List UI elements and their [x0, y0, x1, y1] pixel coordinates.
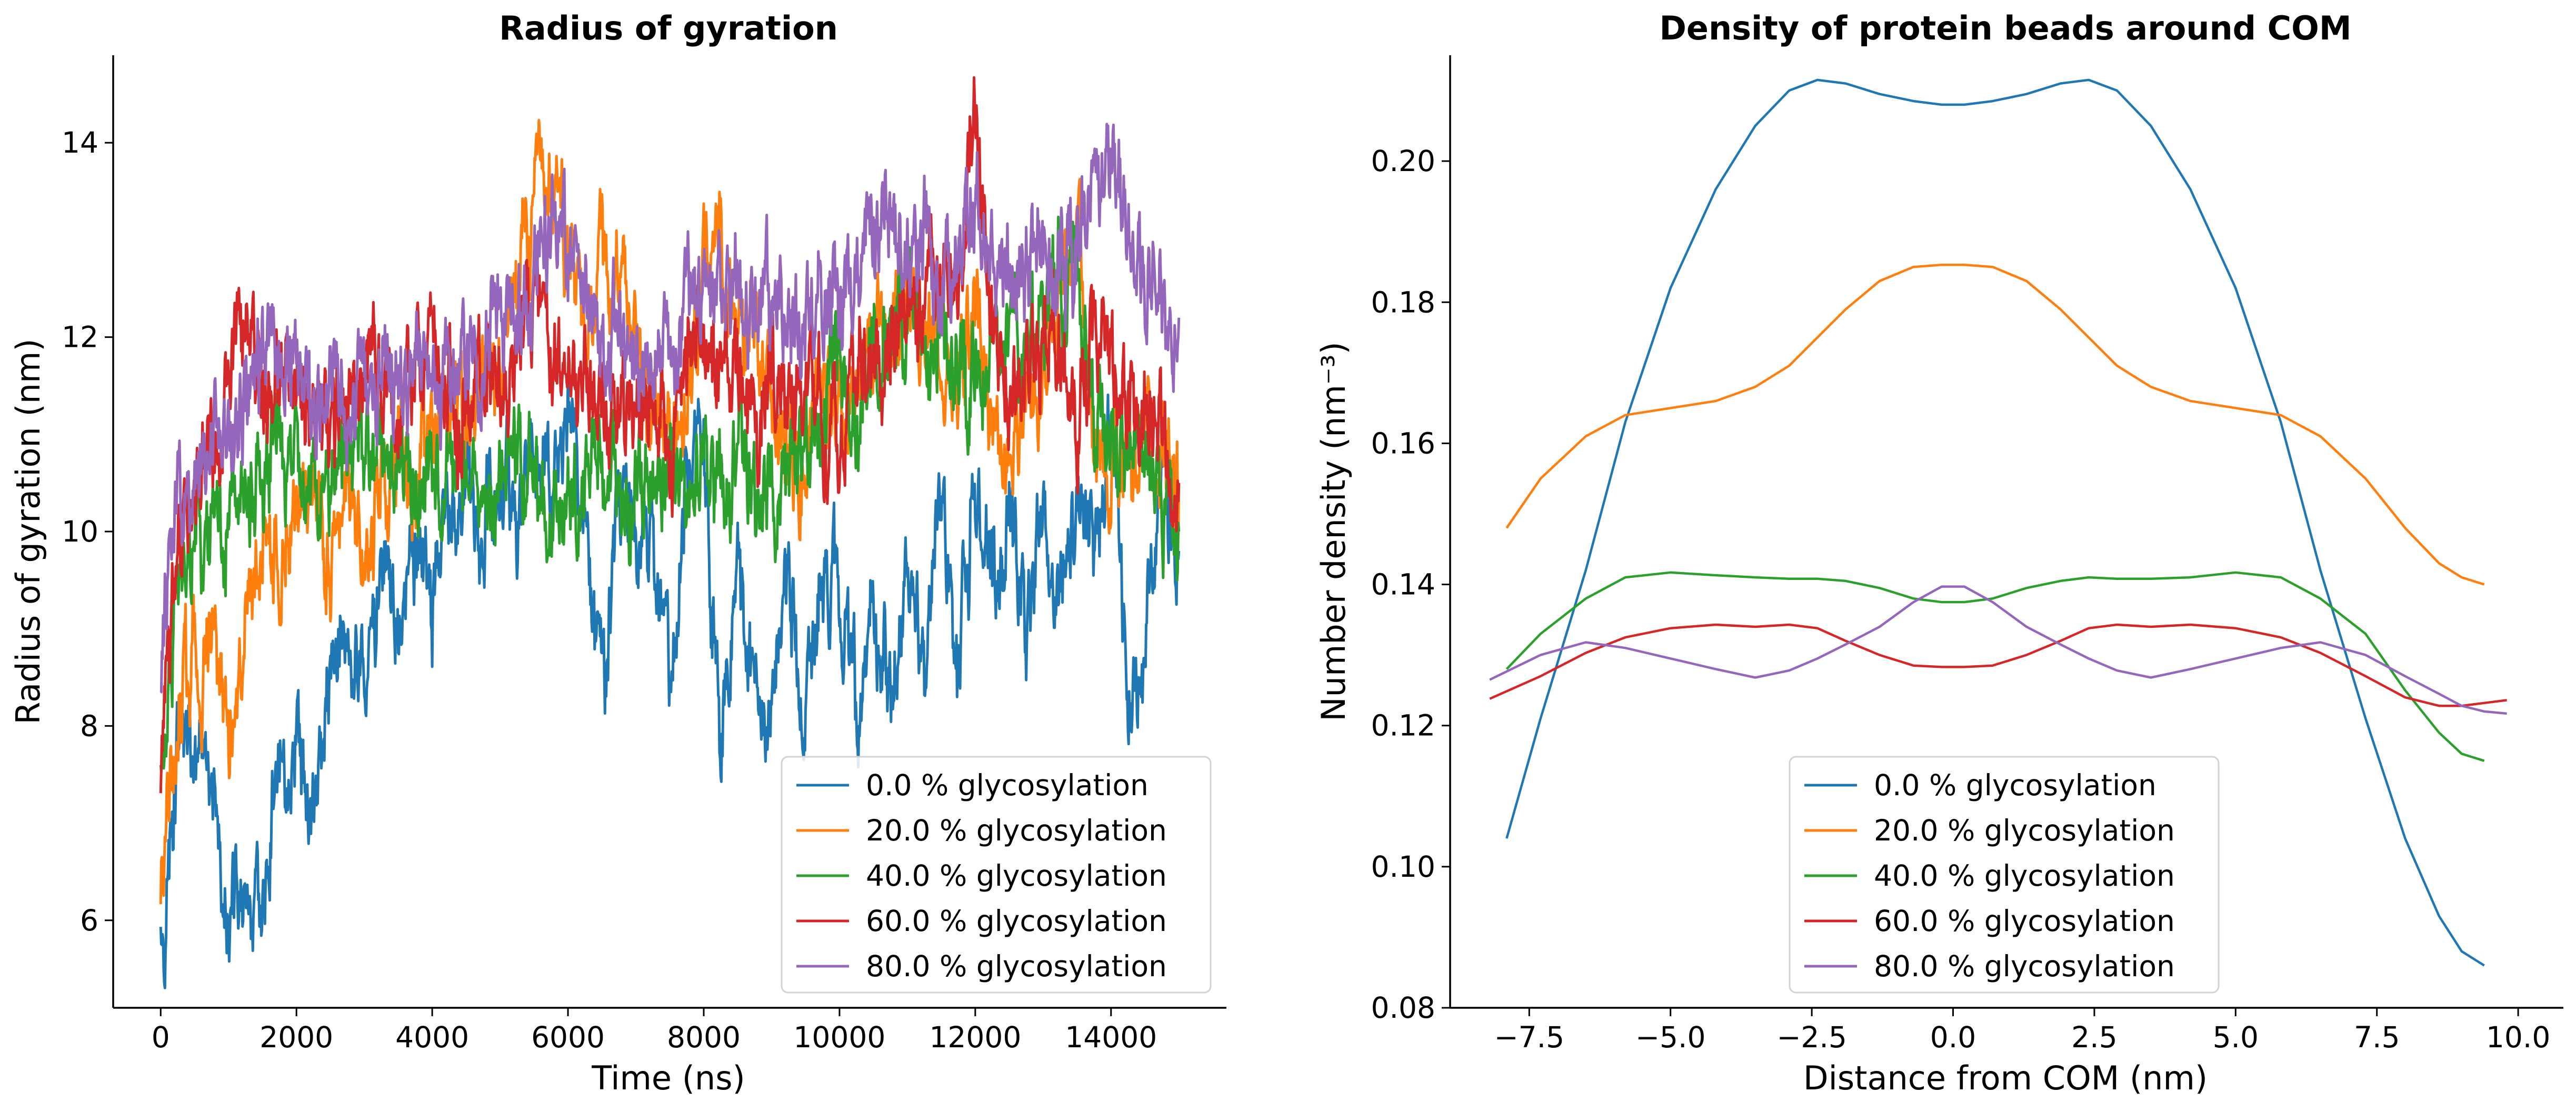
series-line [1505, 78, 2485, 967]
x-tick-label: 5.0 [2213, 1020, 2259, 1054]
series-line [1489, 585, 2507, 715]
legend-box [1789, 756, 2220, 994]
x-ticks: −7.5 −5.0 −2.5 0.0 2.5 5.0 7.5 10.0 [1494, 1008, 2550, 1054]
series-line [1505, 263, 2485, 586]
x-tick-label: −5.0 [1635, 1020, 1706, 1054]
series-line [1489, 623, 2507, 707]
x-tick-label: 4000 [395, 1020, 469, 1054]
y-ticks: 0.08 0.10 0.12 0.14 0.16 0.18 0.20 [1371, 144, 1450, 1025]
x-tick-label: 0.0 [1930, 1020, 1976, 1054]
chart-density-protein-beads: Density of protein beads around COM −7.5… [1314, 9, 2563, 1097]
legend-label: 0.0 % glycosylation [866, 768, 1149, 802]
y-tick-label: 0.10 [1371, 850, 1435, 884]
series-line [159, 374, 1181, 989]
y-axis-label: Number density (nm⁻³) [1314, 342, 1353, 721]
series-group [159, 76, 1181, 989]
series-line [1505, 571, 2485, 762]
y-tick-label: 8 [80, 709, 98, 743]
chart-radius-of-gyration: Radius of gyration 0 2000 4000 6000 8000 1000… [9, 9, 1226, 1097]
legend-label: 80.0 % glycosylation [1874, 949, 2175, 983]
y-tick-label: 0.14 [1371, 568, 1435, 602]
legend: 0.0 % glycosylation 20.0 % glycosylation 4… [781, 756, 1212, 994]
x-tick-label: 0 [152, 1020, 170, 1054]
y-tick-label: 10 [62, 515, 98, 548]
x-axis-label: Time (ns) [591, 1059, 745, 1097]
legend-label: 20.0 % glycosylation [1874, 814, 2175, 847]
legend-label: 80.0 % glycosylation [866, 949, 1167, 983]
series-group [1489, 78, 2507, 967]
x-tick-label: 2.5 [2071, 1020, 2117, 1054]
y-tick-label: 0.08 [1371, 991, 1435, 1025]
legend-label: 60.0 % glycosylation [866, 904, 1167, 938]
series-line [159, 76, 1181, 794]
x-tick-label: 10000 [793, 1020, 885, 1054]
chart-title: Radius of gyration [499, 9, 838, 47]
x-tick-label: −2.5 [1776, 1020, 1847, 1054]
y-tick-label: 0.12 [1371, 709, 1435, 743]
legend-label: 40.0 % glycosylation [866, 859, 1167, 893]
x-tick-label: 10.0 [2486, 1020, 2550, 1054]
x-ticks: 0 2000 4000 6000 8000 10000 12000 14000 [152, 1008, 1157, 1054]
legend-label: 20.0 % glycosylation [866, 814, 1167, 847]
x-tick-label: 14000 [1065, 1020, 1157, 1054]
y-tick-label: 14 [62, 126, 98, 159]
x-axis-label: Distance from COM (nm) [1803, 1059, 2208, 1097]
y-tick-label: 6 [80, 904, 98, 937]
legend: 0.0 % glycosylation 20.0 % glycosylation 4… [1789, 756, 2220, 994]
x-tick-label: 12000 [929, 1020, 1021, 1054]
legend-label: 0.0 % glycosylation [1874, 768, 2156, 802]
x-tick-label: 7.5 [2354, 1020, 2400, 1054]
y-tick-label: 12 [62, 320, 98, 354]
x-tick-label: 8000 [667, 1020, 741, 1054]
legend-label: 60.0 % glycosylation [1874, 904, 2175, 938]
y-ticks: 6 8 10 12 14 [62, 126, 113, 937]
y-tick-label: 0.20 [1371, 144, 1435, 178]
legend-box [781, 756, 1212, 994]
legend-label: 40.0 % glycosylation [1874, 859, 2175, 893]
y-axis-label: Radius of gyration (nm) [9, 338, 47, 724]
y-tick-label: 0.18 [1371, 285, 1435, 319]
x-tick-label: 2000 [259, 1020, 333, 1054]
chart-title: Density of protein beads around COM [1659, 9, 2351, 47]
x-tick-label: 6000 [531, 1020, 605, 1054]
x-tick-label: −7.5 [1494, 1020, 1565, 1054]
series-line [159, 123, 1181, 694]
y-tick-label: 0.16 [1371, 426, 1435, 460]
